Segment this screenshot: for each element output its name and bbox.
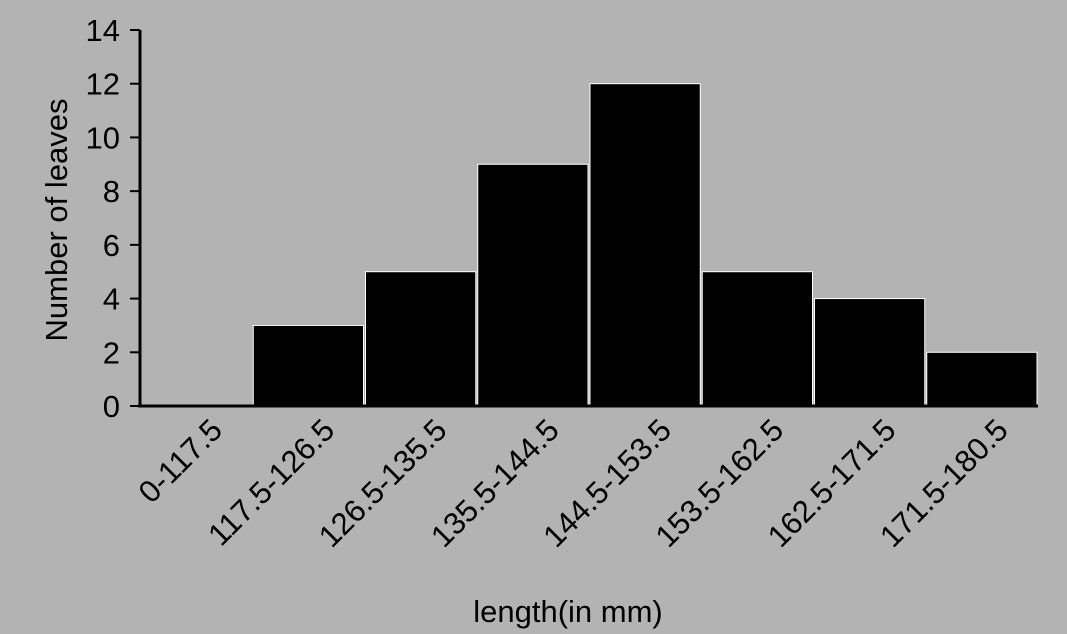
y-axis-title: Number of leaves	[39, 99, 74, 342]
y-tick-label: 6	[103, 228, 120, 263]
x-axis-title: length(in mm)	[473, 594, 663, 629]
y-tick-label: 12	[86, 67, 120, 102]
x-labels-layer: 0-117.5117.5-126.5126.5-135.5135.5-144.5…	[132, 412, 1015, 554]
bar-162.5-171.5	[814, 298, 926, 407]
bar-126.5-135.5	[365, 271, 477, 407]
y-tick-label: 4	[103, 282, 120, 317]
bar-117.5-126.5	[252, 324, 364, 407]
bar-171.5-180.5	[926, 351, 1038, 407]
bar-153.5-162.5	[701, 271, 813, 407]
y-tick-label: 2	[103, 335, 120, 370]
y-ticks-layer: 0 2 4 6 8 10 12 14	[86, 13, 140, 424]
y-tick-label: 14	[86, 13, 120, 48]
bar-135.5-144.5	[477, 163, 589, 407]
y-tick-label: 10	[86, 120, 120, 155]
x-tick-label: 0-117.5	[132, 412, 229, 509]
y-tick-label: 8	[103, 174, 120, 209]
y-tick-label: 0	[103, 389, 120, 424]
bars-layer	[252, 83, 1038, 407]
bar-144.5-153.5	[589, 83, 701, 407]
